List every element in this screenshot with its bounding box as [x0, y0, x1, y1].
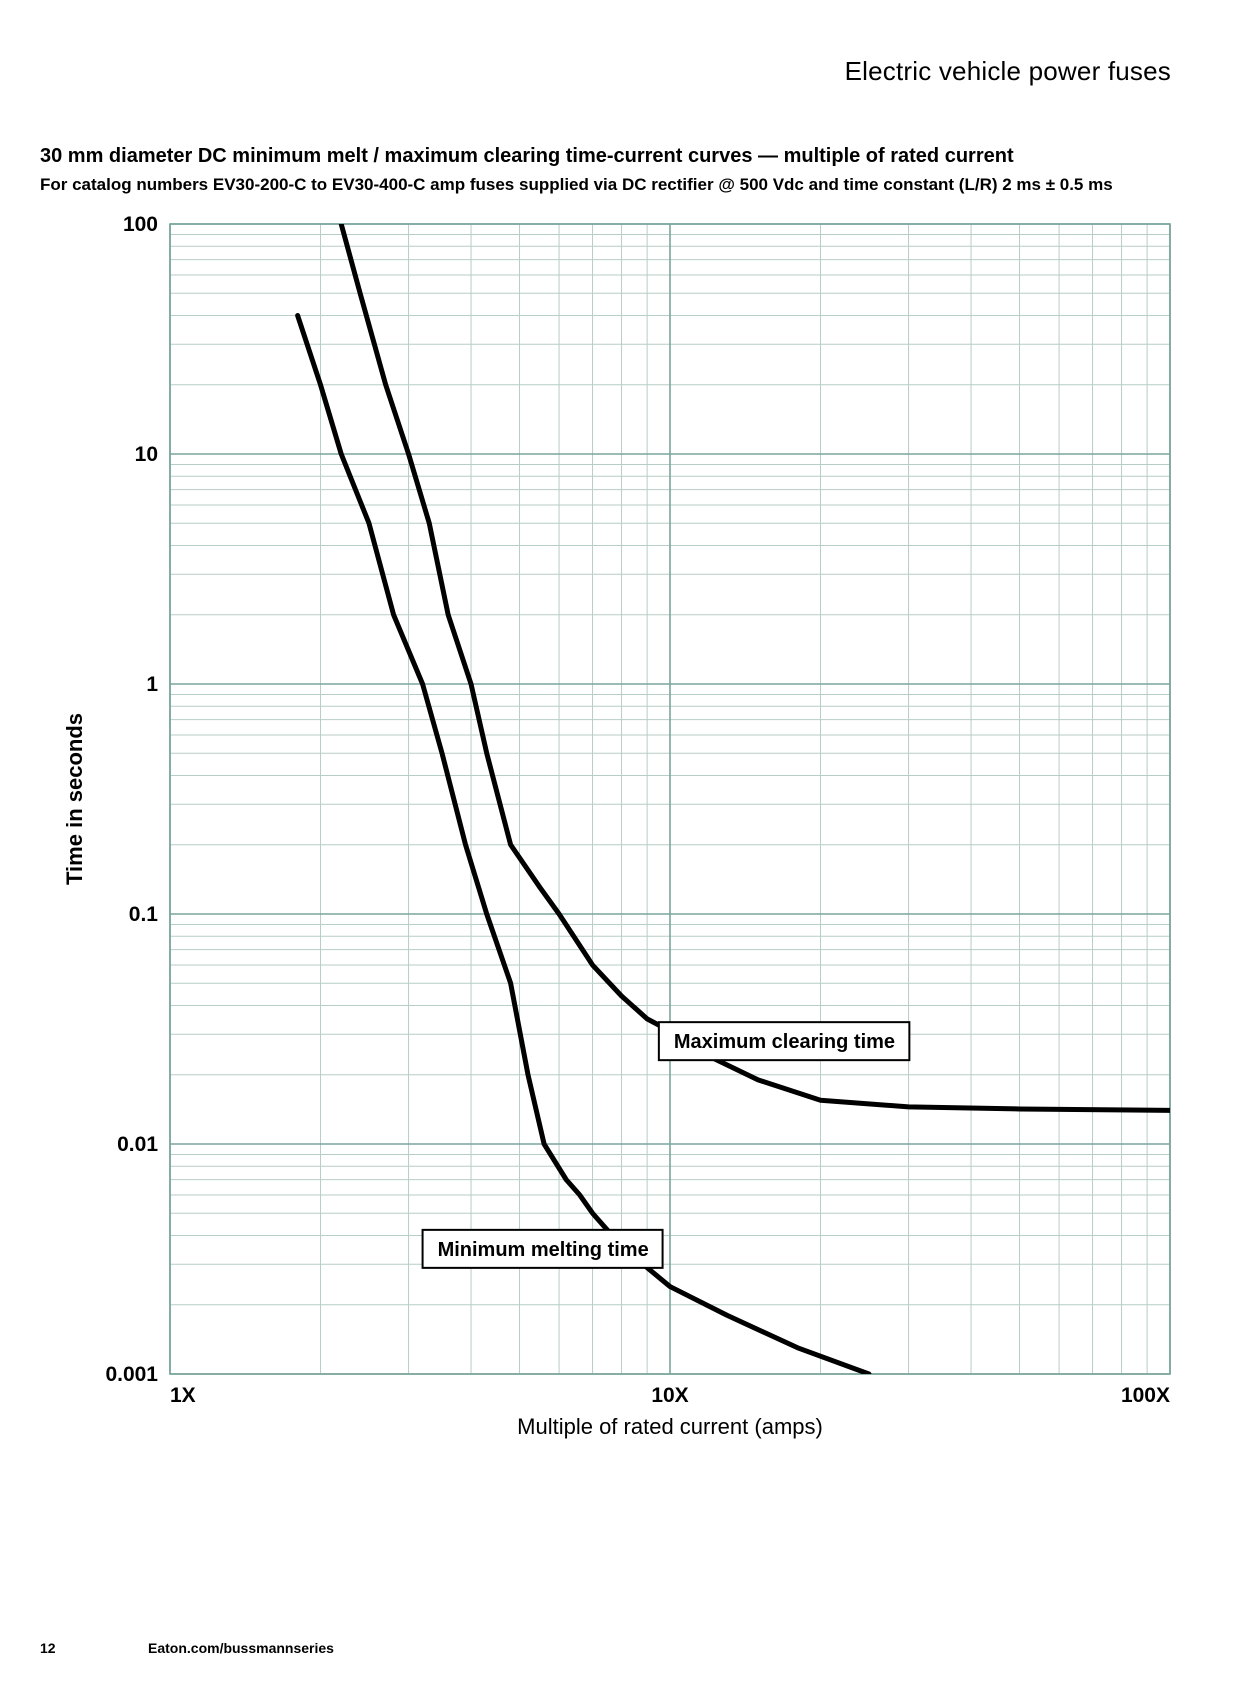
svg-text:Maximum clearing time: Maximum clearing time	[674, 1031, 895, 1053]
chart-subnote: For catalog numbers EV30-200-C to EV30-4…	[40, 175, 1201, 195]
svg-text:0.01: 0.01	[117, 1133, 158, 1156]
svg-text:1: 1	[146, 673, 158, 696]
svg-text:100X: 100X	[1121, 1384, 1170, 1407]
svg-text:1X: 1X	[170, 1384, 196, 1407]
header-title: Electric vehicle power fuses	[845, 56, 1171, 87]
time-current-chart: Maximum clearing time Minimum melting tim…	[40, 210, 1200, 1470]
svg-text:10: 10	[135, 443, 158, 466]
svg-text:Multiple of rated current (amp: Multiple of rated current (amps)	[517, 1414, 823, 1439]
svg-text:0.1: 0.1	[129, 903, 159, 926]
footer-url: Eaton.com/bussmannseries	[148, 1640, 334, 1656]
svg-text:Time in seconds: Time in seconds	[62, 713, 87, 885]
page-number: 12	[40, 1640, 56, 1656]
svg-text:0.001: 0.001	[105, 1363, 158, 1386]
page: Electric vehicle power fuses 30 mm diame…	[0, 0, 1241, 1684]
chart-svg: Maximum clearing time Minimum melting tim…	[40, 210, 1200, 1470]
chart-title: 30 mm diameter DC minimum melt / maximum…	[40, 145, 1201, 168]
svg-text:100: 100	[123, 213, 158, 236]
svg-text:Minimum melting time: Minimum melting time	[438, 1239, 649, 1261]
svg-text:10X: 10X	[651, 1384, 688, 1407]
